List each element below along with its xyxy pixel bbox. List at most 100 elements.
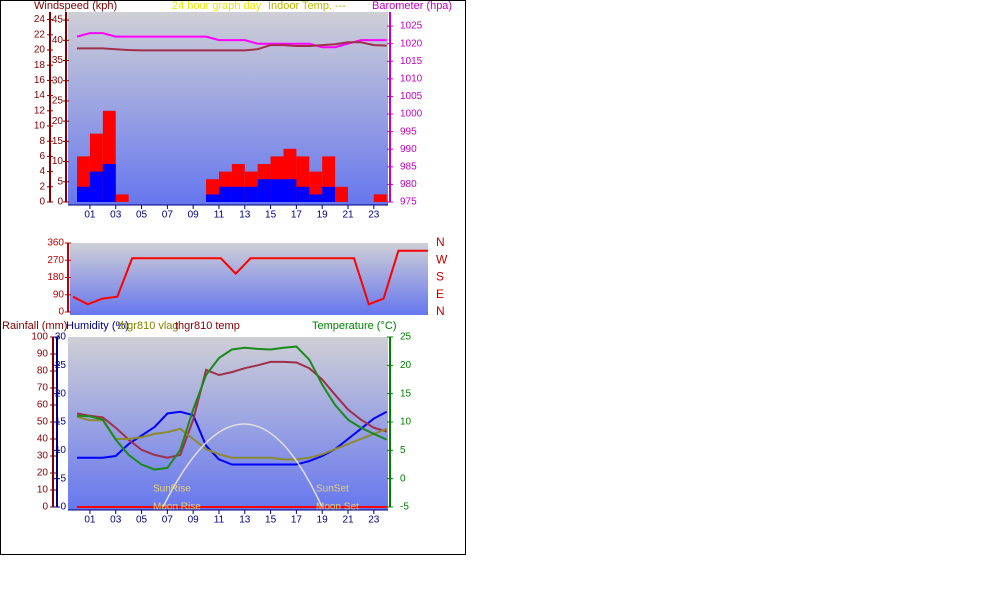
axis-title: Windspeed (kph) (34, 0, 117, 12)
y-tick-label: 270 (47, 255, 64, 266)
axis-title: Rainfall (mm) (2, 320, 67, 332)
y-tick-label: 360 (47, 238, 64, 249)
y-tick-label: 10 (37, 485, 49, 496)
y-tick-label: 2 (39, 181, 45, 192)
x-tick-label: 07 (162, 515, 174, 526)
axis-title: 24 hour graph day (172, 0, 262, 12)
x-tick-label: 23 (368, 515, 380, 526)
y2-tick-label: W (436, 252, 448, 266)
y3-tick-label: 45 (52, 15, 64, 26)
y-tick-label: 90 (37, 349, 49, 360)
y-tick-label: 4 (39, 166, 45, 177)
y3-tick-label: 5 (57, 176, 63, 187)
y2-tick-label: 1005 (400, 91, 423, 102)
bar (102, 164, 116, 202)
plots: 0246810121416182022240510152025303540459… (31, 12, 448, 526)
y3-tick-label: 20 (55, 388, 67, 399)
y-tick-label: 50 (37, 417, 49, 428)
y-tick-label: 180 (47, 272, 64, 283)
x-tick-label: 15 (265, 210, 277, 221)
series-line (76, 345, 388, 471)
x-tick-label: 01 (84, 210, 96, 221)
y-tick-label: 70 (37, 383, 49, 394)
annotation: Moon Rise (153, 502, 201, 513)
y-tick-label: 12 (34, 105, 46, 116)
y2-tick-label: 1010 (400, 73, 423, 84)
y-tick-label: 30 (37, 451, 49, 462)
y2-tick-label: N (436, 304, 445, 318)
y3-tick-label: 25 (55, 360, 67, 371)
y-tick-label: 6 (39, 151, 45, 162)
y2-tick-label: -5 (400, 502, 409, 513)
y2-tick-label: 995 (400, 126, 417, 137)
y2-tick-label: 15 (400, 388, 412, 399)
y-tick-label: 80 (37, 366, 49, 377)
axis-title: thgr810 vlag (118, 320, 179, 332)
y3-tick-label: 0 (57, 197, 63, 208)
x-tick-label: 09 (188, 210, 200, 221)
y3-tick-label: 30 (55, 332, 67, 343)
y-tick-label: 90 (53, 289, 65, 300)
y-tick-label: 100 (31, 332, 48, 343)
y2-tick-label: 985 (400, 161, 417, 172)
y2-tick-label: E (436, 287, 444, 301)
x-tick-label: 13 (239, 210, 251, 221)
y-tick-label: 14 (34, 90, 46, 101)
y3-tick-label: 0 (60, 502, 66, 513)
y-tick-label: 18 (34, 60, 46, 71)
series-line (76, 32, 387, 49)
y-tick-label: 24 (34, 14, 46, 25)
bar (218, 186, 232, 202)
y2-tick-label: 990 (400, 144, 417, 155)
x-tick-label: 11 (214, 515, 225, 526)
y-tick-label: 20 (37, 468, 49, 479)
x-tick-label: 23 (368, 210, 380, 221)
x-tick-label: 17 (291, 515, 303, 526)
y-tick-label: 0 (42, 502, 48, 513)
x-tick-label: 11 (214, 210, 225, 221)
bar (309, 194, 323, 202)
sun-arc (162, 423, 323, 508)
x-tick-label: 21 (342, 515, 354, 526)
y-tick-label: 10 (34, 121, 46, 132)
axis-title: Temperature (°C) (312, 320, 396, 332)
x-tick-label: 05 (136, 515, 148, 526)
y3-tick-label: 10 (55, 445, 67, 456)
bar (115, 194, 129, 202)
bar (89, 171, 103, 202)
series-line (72, 249, 428, 306)
y-tick-label: 8 (39, 136, 45, 147)
y2-tick-label: 1015 (400, 56, 423, 67)
y3-tick-label: 15 (52, 136, 64, 147)
x-tick-label: 17 (291, 210, 303, 221)
y3-tick-label: 10 (52, 156, 64, 167)
y2-tick-label: 975 (400, 197, 417, 208)
x-tick-label: 15 (265, 515, 277, 526)
bar (206, 194, 219, 202)
x-tick-label: 19 (317, 515, 329, 526)
y-tick-label: 20 (34, 45, 46, 56)
series-line (77, 41, 387, 52)
y3-tick-label: 20 (52, 116, 64, 127)
y2-tick-label: 25 (400, 332, 412, 343)
y3-tick-label: 25 (52, 96, 64, 107)
y2-tick-label: 1020 (400, 38, 423, 49)
bar (257, 179, 271, 202)
y3-tick-label: 40 (52, 35, 64, 46)
bar (244, 186, 258, 202)
y2-tick-label: 1000 (400, 109, 423, 120)
y2-tick-label: 5 (400, 445, 406, 456)
y-tick-label: 0 (39, 197, 45, 208)
bar (335, 186, 348, 202)
y-tick-label: 0 (58, 307, 64, 318)
axis-title: Humidity (%) (66, 320, 129, 332)
y3-tick-label: 35 (52, 55, 64, 66)
annotation: SunRise (153, 484, 191, 495)
bar (77, 186, 90, 202)
y3-tick-label: 30 (52, 75, 64, 86)
bar (322, 186, 336, 202)
y-tick-label: 22 (34, 29, 46, 40)
bar (231, 186, 245, 202)
axis-title: Indoor Temp. --- (268, 0, 346, 12)
